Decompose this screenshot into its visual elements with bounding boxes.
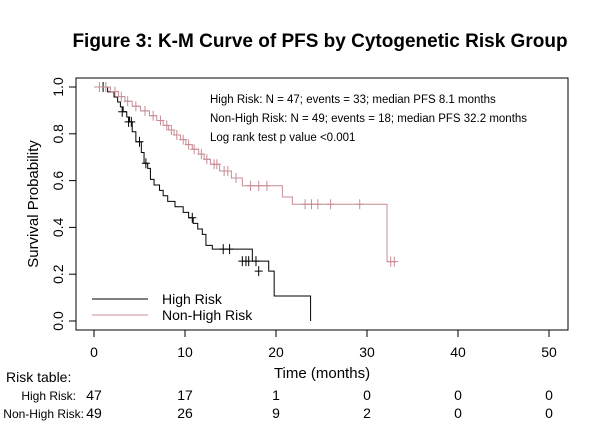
y-axis-label: Survival Probability bbox=[25, 140, 42, 268]
censor-mark bbox=[262, 180, 271, 191]
risk-row-label-high-risk: High Risk: bbox=[21, 389, 76, 403]
annotation-logrank: Log rank test p value <0.001 bbox=[210, 132, 355, 144]
censor-mark bbox=[212, 159, 221, 170]
legend-label-non-high-risk: Non-High Risk bbox=[162, 307, 253, 323]
y-tick-label: 0.8 bbox=[50, 124, 66, 144]
censor-mark bbox=[355, 199, 364, 210]
y-tick-label: 0.0 bbox=[50, 311, 66, 331]
curve-high-risk bbox=[94, 86, 312, 321]
censor-mark bbox=[127, 116, 136, 127]
x-tick-label: 20 bbox=[268, 344, 284, 360]
censor-mark bbox=[110, 86, 119, 97]
risk-table-cell: 2 bbox=[363, 405, 371, 421]
censor-mark bbox=[254, 266, 263, 277]
y-tick-label: 0.4 bbox=[50, 217, 66, 237]
censor-mark bbox=[118, 106, 127, 117]
x-tick-label: 40 bbox=[450, 344, 466, 360]
censor-mark bbox=[244, 256, 253, 267]
x-axis-label: Time (months) bbox=[274, 365, 370, 382]
risk-table-cell: 47 bbox=[86, 387, 102, 403]
censor-mark bbox=[184, 139, 193, 150]
censor-mark bbox=[167, 125, 176, 136]
survival-curves bbox=[94, 82, 399, 321]
risk-table-cell: 1 bbox=[272, 387, 280, 403]
risk-table-cell: 0 bbox=[454, 387, 462, 403]
censor-mark bbox=[390, 256, 399, 267]
censor-mark bbox=[202, 154, 211, 165]
annotation-non-high-risk: Non-High Risk: N = 49; events = 18; medi… bbox=[210, 113, 527, 125]
censor-mark bbox=[179, 134, 188, 145]
risk-table-title: Risk table: bbox=[6, 369, 71, 385]
censor-mark bbox=[162, 120, 171, 131]
censor-mark bbox=[197, 149, 206, 160]
legend-label-high-risk: High Risk bbox=[162, 291, 223, 307]
risk-table-cell: 0 bbox=[363, 387, 371, 403]
censor-mark bbox=[254, 180, 263, 191]
y-tick-label: 1.0 bbox=[50, 77, 66, 97]
censor-mark bbox=[172, 129, 181, 140]
censor-mark bbox=[190, 144, 199, 155]
censor-mark bbox=[313, 199, 322, 210]
annotation-high-risk: High Risk: N = 47; events = 33; median P… bbox=[210, 94, 496, 106]
censor-mark bbox=[101, 82, 110, 92]
x-tick-label: 0 bbox=[90, 344, 98, 360]
risk-table-cell: 0 bbox=[545, 387, 553, 403]
censor-mark bbox=[140, 105, 149, 116]
censor-mark bbox=[117, 91, 126, 102]
y-tick-label: 0.6 bbox=[50, 171, 66, 191]
risk-table-cell: 49 bbox=[86, 405, 102, 421]
censor-mark bbox=[131, 101, 140, 112]
x-tick-label: 50 bbox=[541, 344, 557, 360]
censor-mark bbox=[156, 115, 165, 126]
censor-mark bbox=[188, 212, 197, 223]
risk-table-cell: 26 bbox=[177, 405, 193, 421]
censor-mark bbox=[225, 244, 234, 255]
y-axis: 0.0 0.2 0.4 0.6 0.8 1.0 bbox=[50, 77, 77, 331]
x-axis: 0 10 20 30 40 50 bbox=[90, 329, 557, 360]
censor-mark bbox=[231, 173, 240, 184]
risk-table-cell: 0 bbox=[454, 405, 462, 421]
chart-title: Figure 3: K-M Curve of PFS by Cytogeneti… bbox=[72, 31, 567, 52]
censor-mark bbox=[246, 180, 255, 191]
risk-table-cell: 9 bbox=[272, 405, 280, 421]
risk-table-cell: 0 bbox=[545, 405, 553, 421]
x-tick-label: 30 bbox=[359, 344, 375, 360]
censor-mark bbox=[251, 256, 260, 267]
censor-mark bbox=[149, 110, 158, 121]
risk-table-values: 47 17 1 0 0 0 49 26 9 2 0 0 bbox=[86, 387, 553, 421]
legend: High Risk Non-High Risk bbox=[92, 291, 253, 323]
risk-table-cell: 17 bbox=[177, 387, 193, 403]
censor-mark bbox=[141, 158, 150, 169]
y-tick-label: 0.2 bbox=[50, 264, 66, 284]
censor-mark bbox=[223, 166, 232, 177]
risk-row-label-non-high-risk: Non-High Risk: bbox=[3, 407, 84, 421]
censor-mark bbox=[135, 136, 144, 147]
censor-mark bbox=[123, 96, 132, 107]
censor-mark bbox=[326, 199, 335, 210]
x-tick-label: 10 bbox=[177, 344, 193, 360]
